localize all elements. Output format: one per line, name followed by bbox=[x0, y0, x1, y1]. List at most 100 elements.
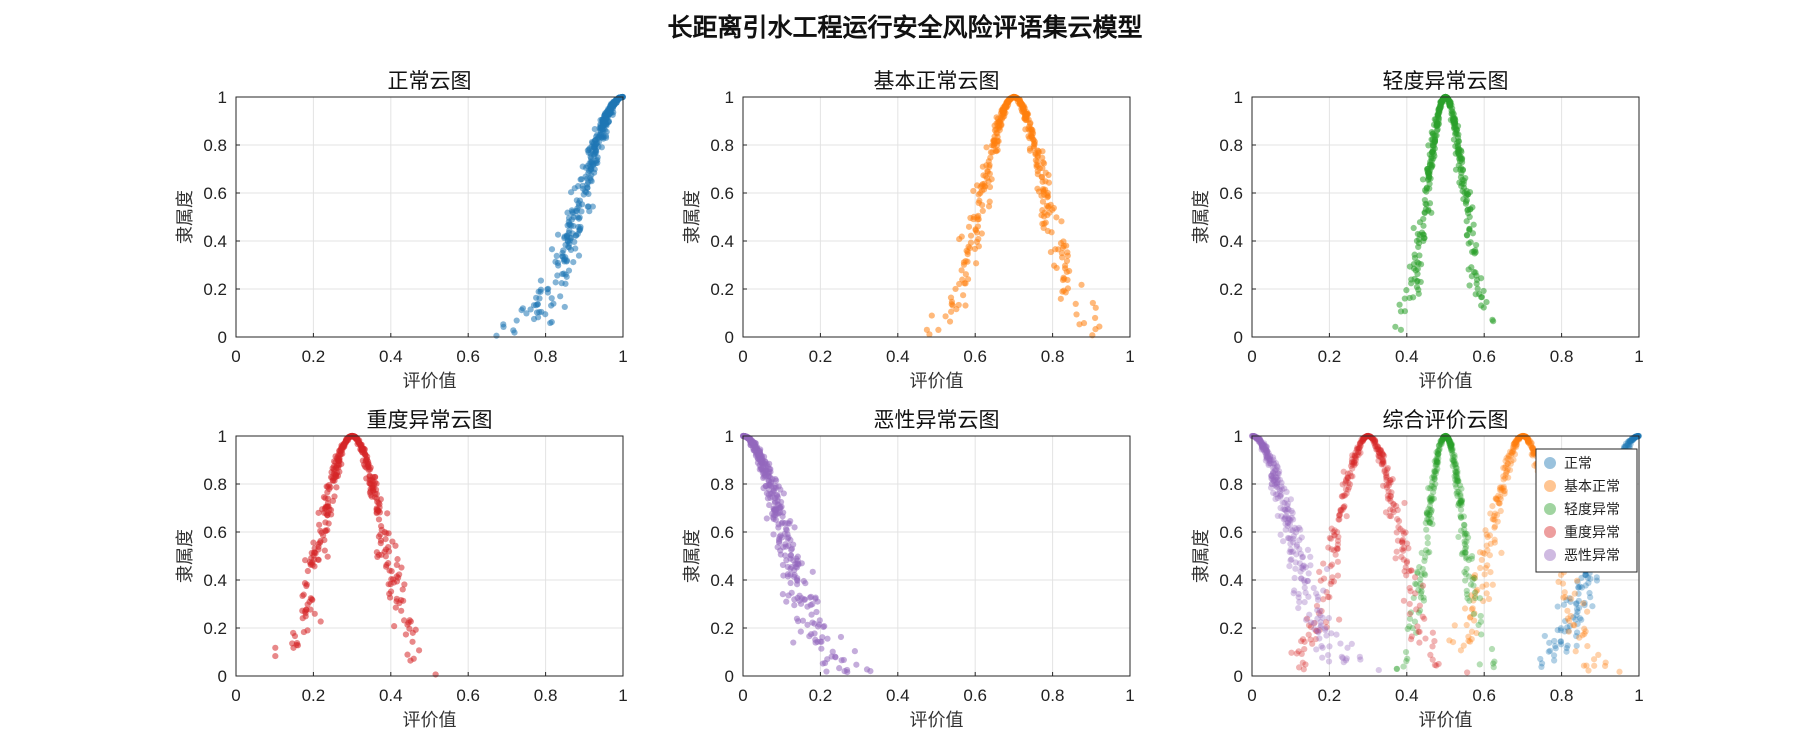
cloud-drop-重度异常 bbox=[1390, 501, 1397, 508]
cloud-drop-重度异常 bbox=[1400, 530, 1407, 537]
cloud-drop-重度异常 bbox=[316, 521, 323, 528]
cloud-drop-轻度异常 bbox=[1446, 437, 1453, 444]
cloud-drop-恶性异常 bbox=[783, 557, 790, 564]
cloud-drop-轻度异常 bbox=[1461, 532, 1469, 539]
cloud-drop-重度异常 bbox=[377, 531, 384, 538]
cloud-drop-轻度异常 bbox=[1452, 460, 1459, 467]
cloud-drop-重度异常 bbox=[1380, 458, 1387, 465]
cloud-drop-重度异常 bbox=[1373, 445, 1381, 453]
cloud-drop-重度异常 bbox=[1406, 568, 1413, 575]
cloud-drop-正常 bbox=[547, 319, 554, 327]
cloud-drop-正常 bbox=[1563, 644, 1570, 652]
cloud-drop-基本正常 bbox=[942, 313, 949, 320]
cloud-drop-重度异常 bbox=[1375, 452, 1382, 459]
cloud-drop-正常 bbox=[1578, 574, 1585, 582]
cloud-drop-恶性异常 bbox=[780, 572, 787, 579]
cloud-drop-轻度异常 bbox=[1453, 464, 1460, 472]
cloud-drop-重度异常 bbox=[1372, 443, 1379, 450]
cloud-drop-重度异常 bbox=[404, 621, 411, 628]
x-tick-label: 0.2 bbox=[1318, 347, 1342, 366]
cloud-drop-轻度异常 bbox=[1452, 143, 1459, 150]
cloud-drop-正常 bbox=[544, 289, 551, 296]
subplot-title: 重度异常云图 bbox=[367, 408, 493, 432]
cloud-drop-正常 bbox=[577, 176, 584, 183]
cloud-drop-基本正常 bbox=[1478, 556, 1485, 564]
cloud-drop-重度异常 bbox=[1315, 610, 1322, 617]
cloud-drop-轻度异常 bbox=[1407, 609, 1415, 616]
cloud-drop-轻度异常 bbox=[1435, 115, 1443, 122]
y-axis-label: 隶属度 bbox=[682, 190, 703, 244]
cloud-drop-轻度异常 bbox=[1451, 473, 1458, 480]
cloud-drop-轻度异常 bbox=[1451, 451, 1458, 459]
subplot-title: 综合评价云图 bbox=[1383, 408, 1509, 432]
cloud-drop-轻度异常 bbox=[1427, 485, 1434, 492]
y-tick-label: 0.8 bbox=[710, 475, 734, 494]
cloud-drop-重度异常 bbox=[402, 631, 410, 638]
cloud-drop-基本正常 bbox=[1040, 160, 1048, 167]
cloud-drop-正常 bbox=[1629, 435, 1636, 443]
cloud-drop-恶性异常 bbox=[791, 524, 798, 531]
cloud-drop-轻度异常 bbox=[1466, 597, 1473, 604]
cloud-drop-正常 bbox=[567, 235, 574, 242]
cloud-drop-恶性异常 bbox=[1290, 535, 1297, 542]
grid bbox=[742, 96, 1131, 338]
cloud-drop-轻度异常 bbox=[1476, 595, 1484, 602]
cloud-drop-正常 bbox=[552, 258, 559, 265]
cloud-drop-基本正常 bbox=[1510, 443, 1518, 450]
cloud-drop-轻度异常 bbox=[1425, 485, 1432, 492]
cloud-drop-轻度异常 bbox=[1426, 495, 1433, 502]
cloud-drop-轻度异常 bbox=[1435, 455, 1442, 462]
cloud-drop-基本正常 bbox=[1513, 441, 1520, 448]
cloud-drop-重度异常 bbox=[1359, 437, 1367, 444]
cloud-drop-正常 bbox=[575, 200, 582, 207]
cloud-drop-轻度异常 bbox=[1448, 441, 1456, 448]
cloud-drop-正常 bbox=[570, 259, 577, 266]
cloud-drop-恶性异常 bbox=[853, 661, 860, 668]
cloud-drop-轻度异常 bbox=[1480, 304, 1487, 311]
cloud-drop-基本正常 bbox=[1502, 463, 1510, 470]
cloud-drop-基本正常 bbox=[1498, 549, 1505, 556]
cloud-drop-恶性异常 bbox=[1272, 470, 1279, 477]
cloud-drop-重度异常 bbox=[1357, 449, 1364, 456]
subplot-title: 恶性异常云图 bbox=[874, 408, 1000, 432]
cloud-drop-重度异常 bbox=[1375, 453, 1383, 460]
cloud-drop-恶性异常 bbox=[1286, 562, 1293, 570]
cloud-drop-恶性异常 bbox=[1272, 491, 1279, 498]
cloud-drop-重度异常 bbox=[1349, 473, 1356, 480]
cloud-drop-恶性异常 bbox=[1317, 612, 1324, 619]
cloud-drop-恶性异常 bbox=[791, 602, 798, 609]
cloud-drop-基本正常 bbox=[1511, 440, 1518, 447]
cloud-drop-轻度异常 bbox=[1445, 435, 1452, 442]
cloud-drop-恶性异常 bbox=[817, 638, 824, 645]
cloud-drop-正常 bbox=[1632, 433, 1639, 440]
cloud-drop-轻度异常 bbox=[1452, 471, 1460, 478]
cloud-drop-轻度异常 bbox=[1472, 594, 1479, 602]
cloud-drop-轻度异常 bbox=[1437, 437, 1444, 444]
cloud-drop-恶性异常 bbox=[1289, 548, 1297, 555]
cloud-drop-基本正常 bbox=[1471, 592, 1479, 600]
cloud-drop-基本正常 bbox=[1467, 613, 1474, 621]
cloud-drop-基本正常 bbox=[1505, 455, 1512, 462]
cloud-drop-重度异常 bbox=[1327, 535, 1335, 542]
cloud-drop-基本正常 bbox=[1465, 633, 1472, 640]
cloud-drop-轻度异常 bbox=[1406, 623, 1413, 630]
cloud-drop-重度异常 bbox=[324, 512, 331, 519]
cloud-drop-轻度异常 bbox=[1461, 538, 1468, 545]
cloud-drop-重度异常 bbox=[1387, 493, 1395, 500]
cloud-drop-重度异常 bbox=[1378, 461, 1385, 468]
cloud-drop-正常 bbox=[1633, 433, 1640, 440]
cloud-drop-轻度异常 bbox=[1415, 587, 1422, 594]
cloud-drop-基本正常 bbox=[1039, 154, 1046, 161]
cloud-drop-轻度异常 bbox=[1411, 618, 1419, 625]
cloud-drop-正常 bbox=[562, 241, 569, 249]
cloud-drop-基本正常 bbox=[1040, 191, 1048, 198]
cloud-drop-正常 bbox=[1626, 439, 1633, 446]
cloud-drop-重度异常 bbox=[1347, 462, 1355, 470]
cloud-drop-重度异常 bbox=[1416, 628, 1423, 635]
cloud-drop-轻度异常 bbox=[1446, 438, 1453, 446]
cloud-drop-重度异常 bbox=[1369, 435, 1376, 442]
cloud-drop-恶性异常 bbox=[1356, 653, 1363, 660]
cloud-drop-轻度异常 bbox=[1445, 435, 1452, 443]
cloud-drop-恶性异常 bbox=[1274, 464, 1281, 471]
cloud-drop-恶性异常 bbox=[1254, 435, 1261, 442]
